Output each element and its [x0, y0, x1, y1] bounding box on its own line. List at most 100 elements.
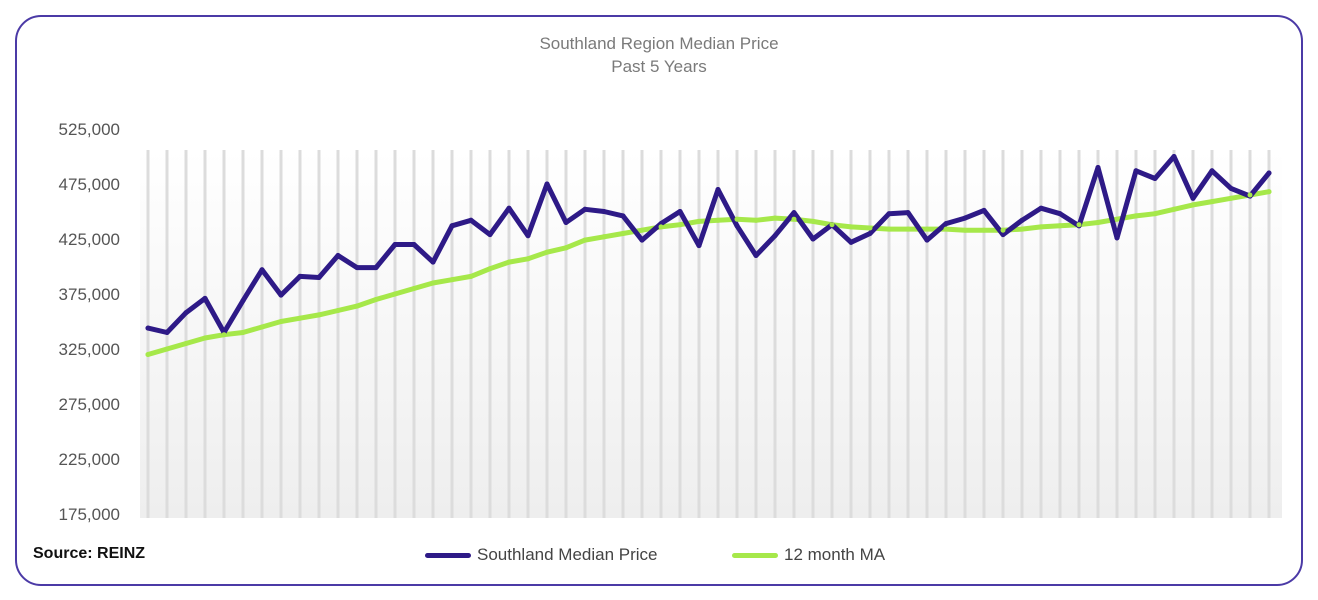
data-point-median: [487, 232, 493, 238]
data-point-median: [411, 242, 417, 247]
data-point-median: [1095, 165, 1101, 170]
y-tick-label: 325,000: [59, 340, 120, 359]
data-point-median: [734, 223, 740, 229]
data-point-median: [297, 273, 303, 279]
data-point-ma: [1038, 224, 1044, 230]
data-point-ma: [297, 315, 303, 321]
data-point-ma: [791, 216, 797, 222]
y-tick-label: 175,000: [59, 505, 120, 524]
data-point-median: [506, 205, 512, 211]
data-point-ma: [734, 216, 740, 222]
data-point-ma: [392, 291, 398, 297]
data-point-ma: [221, 332, 227, 338]
data-point-ma: [810, 218, 816, 224]
data-point-ma: [601, 234, 607, 240]
data-point-ma: [145, 352, 151, 357]
data-point-ma: [1114, 216, 1120, 222]
data-point-median: [278, 292, 284, 298]
data-point-median: [924, 237, 930, 243]
data-point-median: [1152, 176, 1158, 181]
data-point-median: [582, 206, 588, 212]
data-point-ma: [753, 217, 759, 223]
data-point-ma: [1019, 226, 1025, 232]
data-point-median: [1171, 154, 1177, 159]
data-point-median: [259, 267, 265, 273]
data-point-median: [1133, 168, 1139, 174]
data-point-median: [962, 215, 968, 221]
data-point-ma: [886, 226, 892, 232]
y-tick-label: 525,000: [59, 120, 120, 139]
data-point-ma: [335, 308, 341, 313]
y-tick-label: 275,000: [59, 395, 120, 414]
data-point-ma: [468, 273, 474, 279]
data-point-ma: [867, 225, 873, 231]
legend-swatch-ma: [732, 552, 778, 558]
data-point-ma: [1266, 189, 1272, 195]
legend-swatch-median: [425, 552, 471, 558]
data-point-median: [943, 221, 949, 227]
data-point-ma: [202, 335, 208, 341]
data-point-ma: [658, 224, 664, 230]
data-point-ma: [525, 256, 531, 262]
data-point-median: [544, 181, 550, 187]
data-point-ma: [259, 324, 265, 330]
data-point-ma: [1000, 227, 1006, 233]
data-point-median: [620, 213, 626, 219]
data-point-ma: [943, 226, 949, 232]
data-point-ma: [905, 226, 911, 232]
legend-item-median[interactable]: Southland Median Price: [425, 545, 658, 565]
legend-item-ma[interactable]: 12 month MA: [732, 545, 885, 565]
data-point-median: [164, 330, 170, 335]
data-point-median: [430, 259, 436, 265]
data-point-median: [1209, 168, 1215, 174]
data-point-ma: [677, 222, 683, 228]
data-point-ma: [316, 312, 322, 318]
data-point-ma: [829, 222, 835, 228]
data-point-median: [1266, 170, 1272, 176]
data-point-median: [1228, 185, 1234, 191]
data-point-ma: [1171, 206, 1177, 212]
data-point-median: [240, 298, 246, 304]
legend-label-median: Southland Median Price: [477, 545, 658, 564]
data-point-median: [1190, 195, 1196, 201]
data-point-median: [354, 265, 360, 271]
data-point-median: [1000, 232, 1006, 238]
data-point-ma: [430, 280, 436, 286]
data-point-ma: [240, 330, 246, 335]
data-point-ma: [772, 215, 778, 221]
data-point-median: [905, 210, 911, 216]
series-line-median: [145, 154, 1272, 335]
y-tick-label: 475,000: [59, 175, 120, 194]
data-point-ma: [848, 224, 854, 230]
data-point-median: [183, 310, 189, 316]
data-point-ma: [715, 217, 721, 223]
data-point-ma: [164, 346, 170, 352]
legend-label-ma: 12 month MA: [784, 545, 886, 564]
data-point-ma: [981, 227, 987, 233]
data-point-median: [867, 231, 873, 236]
data-point-ma: [411, 286, 417, 291]
data-point-ma: [1152, 211, 1158, 217]
data-point-median: [1019, 217, 1025, 223]
data-point-median: [981, 207, 987, 213]
data-point-ma: [506, 259, 512, 265]
data-point-median: [772, 233, 778, 239]
data-point-median: [1038, 205, 1044, 211]
data-point-ma: [1228, 195, 1234, 201]
data-point-ma: [924, 226, 930, 232]
chart-subtitle: Past 5 Years: [611, 57, 707, 76]
data-point-ma: [449, 277, 455, 283]
data-point-median: [468, 217, 474, 223]
data-point-median: [1057, 211, 1063, 217]
data-point-median: [601, 209, 607, 214]
data-point-ma: [1133, 213, 1139, 219]
data-point-ma: [1057, 223, 1063, 229]
data-point-ma: [1190, 202, 1196, 208]
y-tick-label: 225,000: [59, 450, 120, 469]
data-point-ma: [696, 218, 702, 224]
chart-title: Southland Region Median Price: [539, 34, 779, 53]
data-point-median: [753, 253, 759, 258]
source-note: Source: REINZ: [33, 545, 146, 562]
data-point-median: [316, 275, 322, 280]
